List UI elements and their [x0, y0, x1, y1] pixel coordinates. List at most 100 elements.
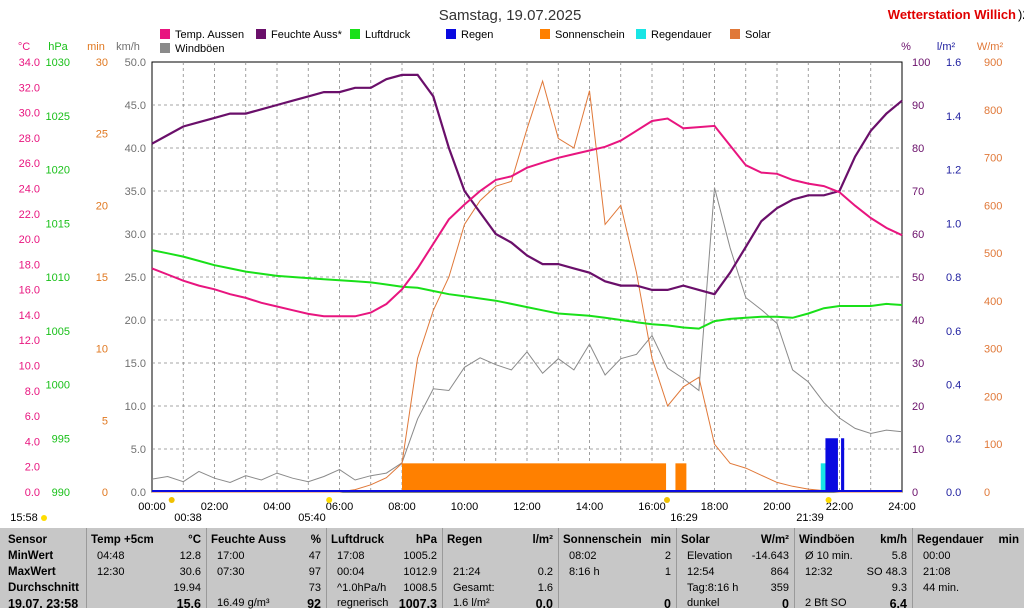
axis-tick-left-2: 25	[96, 129, 108, 141]
axis-tick-left-1: 1025	[46, 111, 70, 123]
sun-icon	[326, 497, 333, 503]
stats-cell-label: 17:08	[337, 550, 365, 562]
stats-column-unit: hPa	[415, 534, 437, 546]
axis-tick-right-0: 40	[912, 315, 924, 327]
axis-unit-2: min	[87, 41, 105, 53]
legend-label-raintime: Regendauer	[651, 29, 712, 41]
axis-tick-right-0: 90	[912, 100, 924, 112]
series-line-feuchteauss	[151, 73, 903, 296]
axis-tick-left-1: 1000	[46, 380, 70, 392]
legend-swatch-raintime	[636, 29, 646, 39]
axis-tick-left-0: 12.0	[19, 335, 40, 347]
axis-unit-1: hPa	[48, 41, 68, 53]
stats-cell-value: 864	[770, 566, 789, 578]
stats-column-unit: °C	[188, 534, 201, 546]
legend-swatch-solar	[730, 29, 740, 39]
stats-cell-value: 0.0	[535, 597, 553, 611]
stats-cell-value: 1012.9	[403, 566, 437, 578]
stats-cell-value: -14.643	[751, 550, 789, 562]
axis-tick-left-1: 1005	[46, 326, 70, 338]
chart-title: Samstag, 19.07.2025	[439, 7, 582, 24]
axis-tick-left-3: 10.0	[125, 401, 146, 413]
axis-tick-right-2: 700	[984, 153, 1002, 165]
axis-tick-right-1: 0.4	[946, 380, 961, 392]
axis-tick-left-0: 20.0	[19, 234, 40, 246]
legend-label-solar: Solar	[745, 29, 771, 41]
stats-sensor-column: Sensor MinWert MaxWert Durchschnitt 19.0…	[0, 528, 86, 611]
series-line-luftdruck	[151, 249, 903, 330]
stats-column: Solar W/m² Elevation -14.643 12:54 864 Tag:8:1…	[676, 528, 795, 611]
legend-swatch-rain	[446, 29, 456, 39]
axis-tick-left-3: 25.0	[125, 272, 146, 284]
stats-cell-value: 30.6	[179, 566, 201, 578]
axis-tick-right-2: 0	[984, 487, 990, 499]
axis-tick-left-1: 1030	[46, 57, 70, 69]
stats-cell-label: ^1.0hPa/h	[337, 582, 387, 594]
stats-cell-value: 12.8	[179, 550, 201, 562]
sun-event-label: 00:38	[174, 512, 202, 524]
axis-tick-right-2: 500	[984, 248, 1002, 260]
axis-unit-right-0: %	[901, 41, 911, 53]
stats-cell-value: 1.6	[537, 582, 553, 594]
stats-cell-value: 0	[664, 597, 671, 611]
axis-tick-left-0: 2.0	[25, 462, 40, 474]
stats-cell-value: 1	[664, 566, 671, 578]
axis-tick-right-2: 600	[984, 200, 1002, 212]
stats-column: Sonnenschein min 08:02 2 8:16 h 1 0	[558, 528, 677, 611]
stats-cell-value: 6.4	[889, 597, 907, 611]
stats-cell-label: 08:02	[569, 550, 597, 562]
stats-cell-label: dunkel	[687, 597, 720, 609]
axis-tick-right-1: 0.0	[946, 487, 961, 499]
axis-tick-right-0: 20	[912, 401, 924, 413]
axis-tick-left-3: 15.0	[125, 358, 146, 370]
stats-cell-value: 97	[308, 566, 321, 578]
stats-cell-label: 16.49 g/m³	[217, 597, 270, 609]
stats-cell-value: 19.94	[173, 582, 201, 594]
axis-tick-left-0: 30.0	[19, 108, 40, 120]
stats-column: Windböen km/h Ø 10 min. 5.8 12:32 SO 48.3 9.3 2…	[794, 528, 913, 611]
stats-cell-label: 2 Bft SO	[805, 597, 847, 609]
axis-tick-left-0: 8.0	[25, 386, 40, 398]
stats-cell-label: 00:04	[337, 566, 365, 578]
axis-tick-left-1: 995	[52, 433, 70, 445]
x-tick-label: 18:00	[701, 501, 729, 513]
axis-tick-left-1: 1010	[46, 272, 70, 284]
axis-tick-left-1: 1015	[46, 218, 70, 230]
stats-cell-label: 17:00	[217, 550, 245, 562]
axis-tick-left-2: 30	[96, 57, 108, 69]
legend-swatch-pressure	[350, 29, 360, 39]
sun-event-label: 21:39	[796, 512, 824, 524]
axis-tick-left-3: 0.0	[131, 487, 146, 499]
stats-sensor-header: Sensor	[8, 534, 47, 546]
stats-column: Luftdruck hPa 17:08 1005.2 00:04 1012.9 ^1.0hP…	[326, 528, 443, 611]
stats-cell-value: 47	[308, 550, 321, 562]
axis-tick-left-3: 40.0	[125, 143, 146, 155]
sunshine-bar	[402, 463, 652, 492]
axis-tick-left-0: 28.0	[19, 133, 40, 145]
stats-column: Temp +5cm °C 04:48 12.8 12:30 30.6 19.94 15.6	[86, 528, 207, 611]
axis-tick-left-0: 32.0	[19, 82, 40, 94]
stats-column-unit: km/h	[880, 534, 907, 546]
stats-cell-label: Elevation	[687, 550, 733, 562]
stats-column-header: Sonnenschein	[563, 534, 642, 546]
stats-column-header: Windböen	[799, 534, 855, 546]
stats-cell-value: 2	[664, 550, 671, 562]
axis-tick-left-0: 16.0	[19, 285, 40, 297]
axis-tick-left-0: 26.0	[19, 158, 40, 170]
axis-unit-3: km/h	[116, 41, 140, 53]
stats-column-unit: min	[998, 534, 1019, 546]
stats-cell-label: Tag:8:16 h	[687, 582, 739, 594]
stats-cell-label: 44 min.	[923, 582, 960, 594]
stats-cell-value: 15.6	[176, 597, 201, 611]
stats-column: Regen l/m² 21:24 0.2 Gesamt: 1.6 1.6 l/m² 0.0	[442, 528, 559, 611]
stats-cell-value: 1005.2	[403, 550, 437, 562]
sun-icon	[41, 515, 47, 521]
axis-tick-left-3: 50.0	[125, 57, 146, 69]
stats-cell-label: 00:00	[923, 550, 951, 562]
stats-cell-value: 359	[770, 582, 789, 594]
axis-tick-right-0: 80	[912, 143, 924, 155]
stats-cell-value: 9.3	[891, 582, 907, 594]
stats-column-unit: W/m²	[760, 534, 789, 546]
stats-column-unit: %	[310, 534, 321, 546]
stats-cell-value: 1008.5	[403, 582, 437, 594]
